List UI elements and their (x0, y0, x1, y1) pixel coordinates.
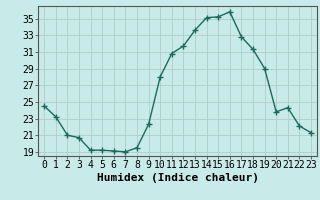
X-axis label: Humidex (Indice chaleur): Humidex (Indice chaleur) (97, 173, 259, 183)
